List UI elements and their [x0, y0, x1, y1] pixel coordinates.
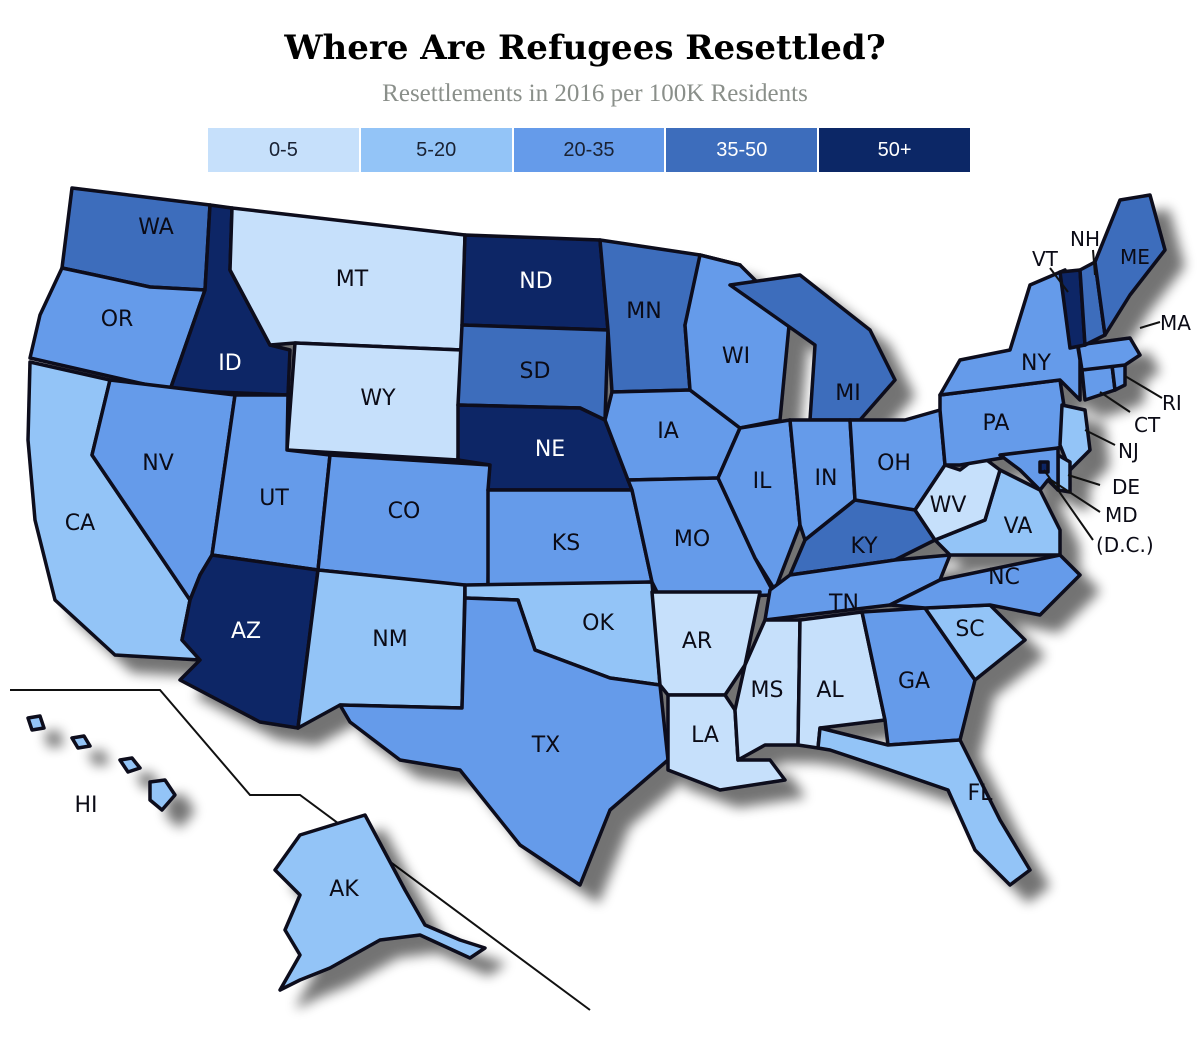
label-sc: SC: [955, 617, 984, 642]
state-dc[interactable]: [1038, 460, 1050, 474]
legend: 0-5 5-20 20-35 35-50 50+: [208, 128, 970, 172]
label-nj: NJ: [1118, 439, 1139, 463]
state-me[interactable]: [1093, 193, 1167, 337]
label-vt: VT: [1032, 247, 1059, 271]
label-ia: IA: [657, 419, 679, 444]
map-title: Where Are Refugees Resettled?: [284, 28, 886, 68]
label-wv: WV: [930, 493, 967, 518]
state-tx[interactable]: [338, 596, 670, 887]
label-nc: NC: [988, 565, 1020, 590]
label-md: MD: [1105, 503, 1138, 527]
state-ak[interactable]: [273, 813, 487, 992]
label-mi: MI: [835, 381, 860, 406]
label-sd: SD: [520, 359, 551, 384]
label-ne: NE: [535, 437, 565, 462]
label-az: AZ: [231, 619, 261, 644]
legend-bin-5-20: 5-20: [358, 128, 512, 172]
hi-island-maui: [118, 756, 142, 774]
inset-divider: [10, 689, 591, 1011]
state-fl[interactable]: [816, 726, 1032, 887]
state-nj[interactable]: [1058, 403, 1092, 472]
label-ar: AR: [682, 629, 712, 654]
label-co: CO: [388, 499, 421, 524]
label-nm: NM: [372, 627, 407, 652]
label-ks: KS: [552, 531, 580, 556]
state-mi[interactable]: [728, 273, 897, 422]
label-in: IN: [815, 466, 838, 491]
states-group: [26, 186, 1167, 992]
label-va: VA: [1004, 514, 1033, 539]
hi-island-kauai: [26, 714, 46, 732]
label-wi: WI: [722, 344, 750, 369]
label-ny: NY: [1021, 351, 1051, 376]
state-ri[interactable]: [1110, 363, 1127, 392]
label-ca: CA: [65, 511, 95, 536]
label-nv: NV: [142, 451, 174, 476]
label-il: IL: [753, 469, 772, 494]
state-md[interactable]: [998, 446, 1060, 492]
label-la: LA: [691, 723, 719, 748]
label-ga: GA: [898, 669, 930, 694]
map-subtitle: Resettlements in 2016 per 100K Residents: [382, 80, 808, 107]
state-la[interactable]: [666, 693, 787, 792]
legend-bin-0-5: 0-5: [208, 128, 359, 172]
state-labels: WA OR CA ID NV MT WY UT AZ CO NM ND SD N…: [65, 215, 1191, 902]
label-wa: WA: [138, 215, 174, 240]
label-al: AL: [816, 678, 844, 703]
label-nh: NH: [1070, 227, 1100, 251]
label-ok: OK: [582, 611, 614, 636]
label-id: ID: [218, 351, 241, 376]
state-ny[interactable]: [938, 268, 1082, 402]
legend-bin-50plus: 50+: [817, 128, 970, 172]
label-ct: CT: [1134, 413, 1161, 437]
label-pa: PA: [983, 411, 1010, 436]
label-ri: RI: [1162, 391, 1182, 415]
label-tn: TN: [828, 591, 859, 616]
label-or: OR: [101, 307, 134, 332]
label-ak: AK: [329, 877, 359, 902]
state-nc[interactable]: [888, 553, 1082, 617]
legend-bin-35-50: 35-50: [664, 128, 818, 172]
callout-lines: [1043, 249, 1163, 541]
label-hi: HI: [74, 793, 97, 818]
label-oh: OH: [877, 451, 911, 476]
label-me: ME: [1120, 245, 1150, 269]
state-ma[interactable]: [1076, 336, 1142, 372]
state-hi[interactable]: [148, 778, 177, 812]
label-wy: WY: [360, 386, 396, 411]
label-tx: TX: [531, 733, 561, 758]
label-mn: MN: [626, 299, 661, 324]
label-ma: MA: [1160, 311, 1191, 335]
label-mt: MT: [336, 267, 369, 292]
label-mo: MO: [674, 527, 710, 552]
label-ut: UT: [259, 486, 289, 511]
label-ms: MS: [751, 678, 784, 703]
label-nd: ND: [519, 269, 552, 294]
label-fl: FL: [968, 781, 994, 806]
label-ky: KY: [850, 534, 878, 559]
legend-bin-20-35: 20-35: [511, 128, 665, 172]
label-de: DE: [1112, 475, 1140, 499]
hi-island-oahu: [70, 734, 92, 750]
state-tn[interactable]: [763, 553, 952, 622]
label-dc: (D.C.): [1096, 533, 1154, 557]
